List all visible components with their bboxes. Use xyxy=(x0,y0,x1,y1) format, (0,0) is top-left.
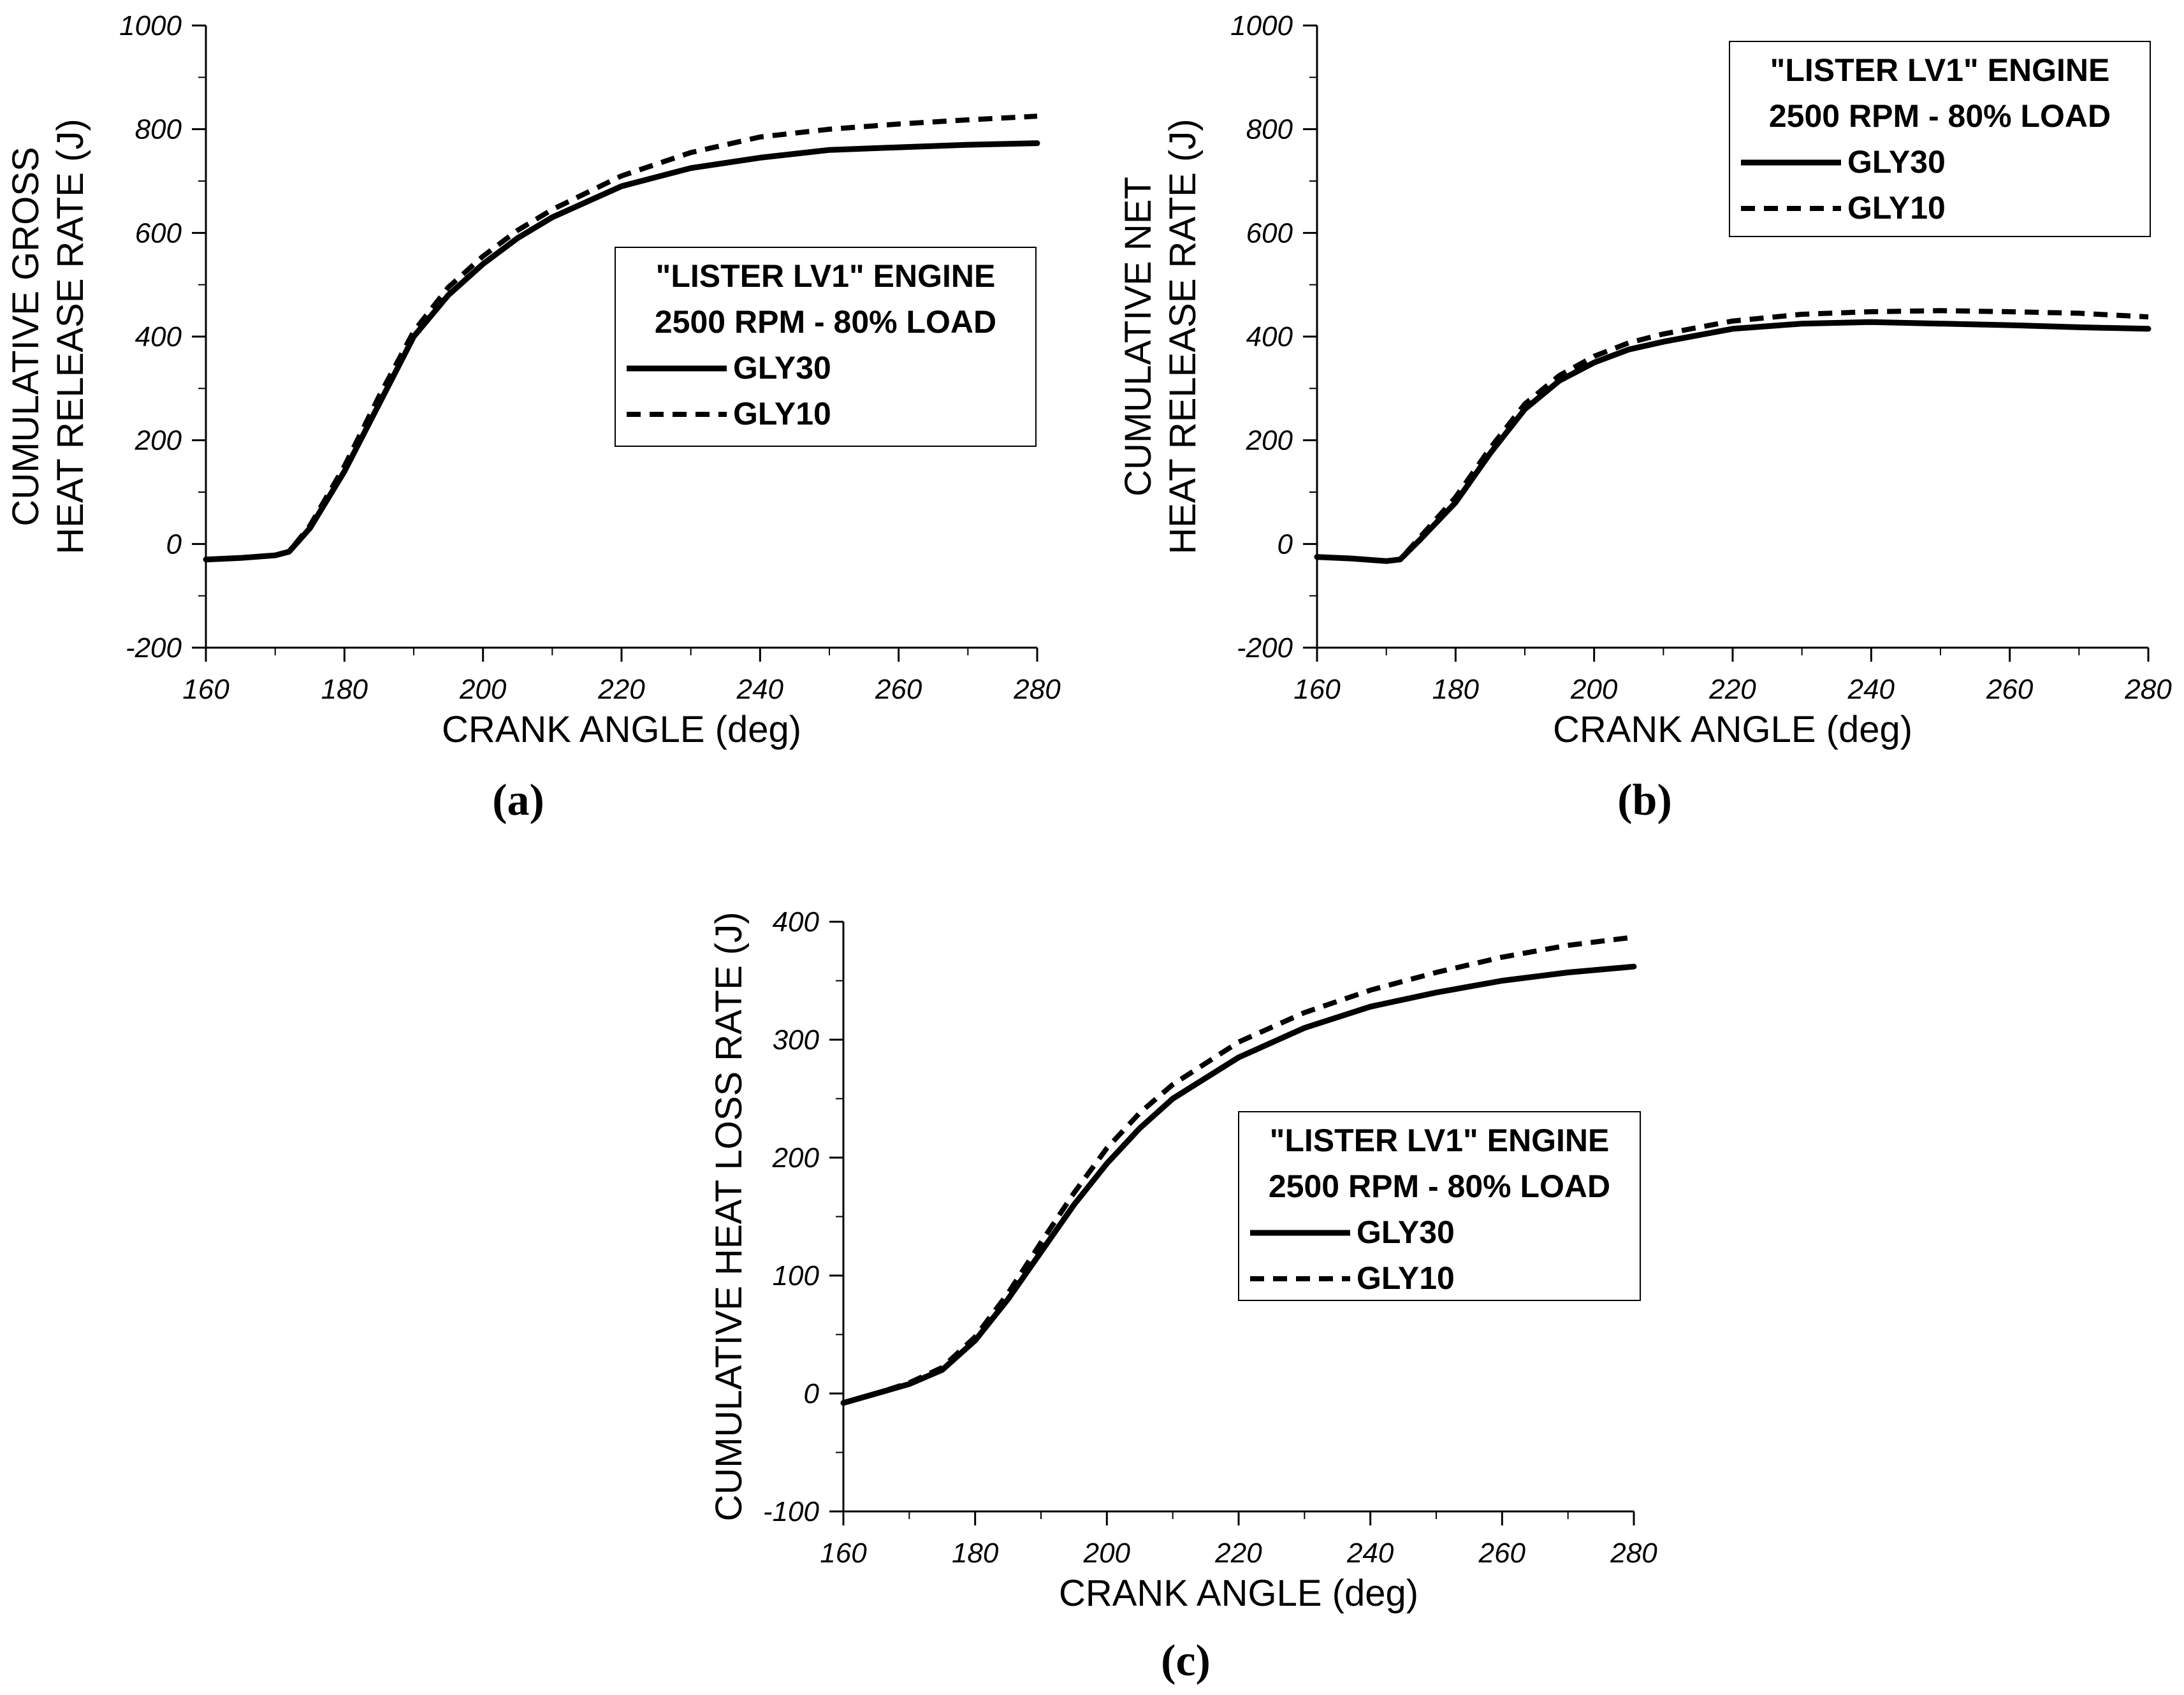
legend-title: 2500 RPM - 80% LOAD xyxy=(1269,1168,1610,1204)
legend-title: 2500 RPM - 80% LOAD xyxy=(1769,98,2111,134)
series-line-gly10 xyxy=(842,935,1634,1406)
panel-label: (b) xyxy=(1617,776,1672,825)
y-tick-label: 200 xyxy=(772,1142,820,1174)
y-tick-label: 200 xyxy=(135,425,182,456)
x-tick-label: 180 xyxy=(952,1538,999,1569)
x-tick-label: 240 xyxy=(1346,1538,1394,1569)
x-tick-label: 220 xyxy=(1214,1538,1262,1569)
y-tick-label: -200 xyxy=(1237,632,1293,664)
x-tick-label: 280 xyxy=(2124,674,2172,705)
panel-label: (a) xyxy=(492,776,544,825)
x-tick-label: 220 xyxy=(597,674,645,705)
x-tick-label: 260 xyxy=(1478,1538,1526,1569)
y-axis-title: CUMULATIVE GROSS xyxy=(5,147,47,526)
legend-box xyxy=(1729,41,2151,237)
x-tick-label: 160 xyxy=(820,1538,867,1569)
x-axis-title: CRANK ANGLE (deg) xyxy=(442,709,801,750)
legend-title: "LISTER LV1" ENGINE xyxy=(656,258,996,294)
series-line-gly30 xyxy=(203,140,1040,563)
x-tick-label: 220 xyxy=(1708,674,1756,705)
y-tick-label: 600 xyxy=(135,217,182,249)
x-axis-title: CRANK ANGLE (deg) xyxy=(1059,1573,1418,1614)
chart-panel-a: 160 180 200 220 240 260 280 -200 0 200 400 600 800 10… xyxy=(5,10,1061,825)
x-tick-label: 200 xyxy=(459,674,507,705)
y-axis-title: CUMULATIVE HEAT LOSS RATE (J) xyxy=(708,912,750,1521)
y-tick-label: 0 xyxy=(166,528,182,560)
x-tick-label: 180 xyxy=(1432,674,1480,705)
y-tick-label: 100 xyxy=(773,1260,820,1291)
y-tick-label: 400 xyxy=(135,321,182,353)
legend: "LISTER LV1" ENGINE 2500 RPM - 80% LOAD GL… xyxy=(615,247,1037,447)
y-tick-label: 400 xyxy=(773,906,820,938)
y-tick-label: -200 xyxy=(126,632,182,664)
x-axis-title: CRANK ANGLE (deg) xyxy=(1553,709,1912,750)
y-tick-label: 800 xyxy=(135,114,182,145)
x-tick-label: 200 xyxy=(1570,674,1618,705)
y-tick-label: 600 xyxy=(1246,217,1293,249)
y-tick-label: -100 xyxy=(763,1496,820,1527)
y-tick-label: 1000 xyxy=(119,10,182,41)
x-tick-label: 180 xyxy=(321,674,368,705)
legend-box xyxy=(1238,1111,1641,1301)
legend-title: 2500 RPM - 80% LOAD xyxy=(655,304,996,340)
legend-title: "LISTER LV1" ENGINE xyxy=(1270,1123,1610,1158)
chart-panel-c: 160 180 200 220 240 260 280 -100 0 100 200 300 400 CR… xyxy=(708,906,1657,1685)
chart-panel-b: 160 180 200 220 240 260 280 -200 0 200 400 600 800 10… xyxy=(1117,10,2172,825)
y-tick-label: 0 xyxy=(1278,528,1293,560)
legend-label: GLY30 xyxy=(1847,144,1946,180)
legend-label: GLY10 xyxy=(733,396,831,432)
legend: "LISTER LV1" ENGINE 2500 RPM - 80% LOAD GL… xyxy=(1729,41,2151,237)
series-line-gly10 xyxy=(1316,308,2149,564)
y-axis-title: HEAT RELEASE RATE (J) xyxy=(1162,119,1204,554)
y-tick-label: 0 xyxy=(804,1378,820,1409)
y-tick-label: 800 xyxy=(1246,114,1293,145)
x-tick-label: 260 xyxy=(1986,674,2034,705)
legend-title: "LISTER LV1" ENGINE xyxy=(1770,52,2110,88)
legend-label: GLY10 xyxy=(1357,1260,1455,1296)
series-line-gly30 xyxy=(1314,319,2151,564)
y-tick-label: 400 xyxy=(1246,321,1293,353)
x-tick-label: 240 xyxy=(1847,674,1895,705)
y-tick-label: 300 xyxy=(773,1024,820,1056)
panel-label: (c) xyxy=(1161,1636,1211,1685)
legend-label: GLY30 xyxy=(1357,1214,1455,1250)
y-tick-label: 200 xyxy=(1246,425,1293,456)
y-tick-label: 1000 xyxy=(1230,10,1293,41)
x-tick-label: 240 xyxy=(736,674,784,705)
legend-label: GLY30 xyxy=(733,350,831,386)
series-line-gly10 xyxy=(205,113,1038,562)
x-tick-label: 160 xyxy=(182,674,229,705)
legend: "LISTER LV1" ENGINE 2500 RPM - 80% LOAD GL… xyxy=(1238,1111,1641,1301)
y-axis-title: HEAT RELEASE RATE (J) xyxy=(50,119,91,554)
x-tick-label: 280 xyxy=(1610,1538,1657,1569)
legend-label: GLY10 xyxy=(1847,190,1946,226)
x-tick-label: 160 xyxy=(1293,674,1341,705)
x-tick-label: 280 xyxy=(1013,674,1061,705)
x-tick-label: 200 xyxy=(1083,1538,1131,1569)
y-axis-title: CUMULATIVE NET xyxy=(1117,177,1159,497)
x-tick-label: 260 xyxy=(875,674,922,705)
